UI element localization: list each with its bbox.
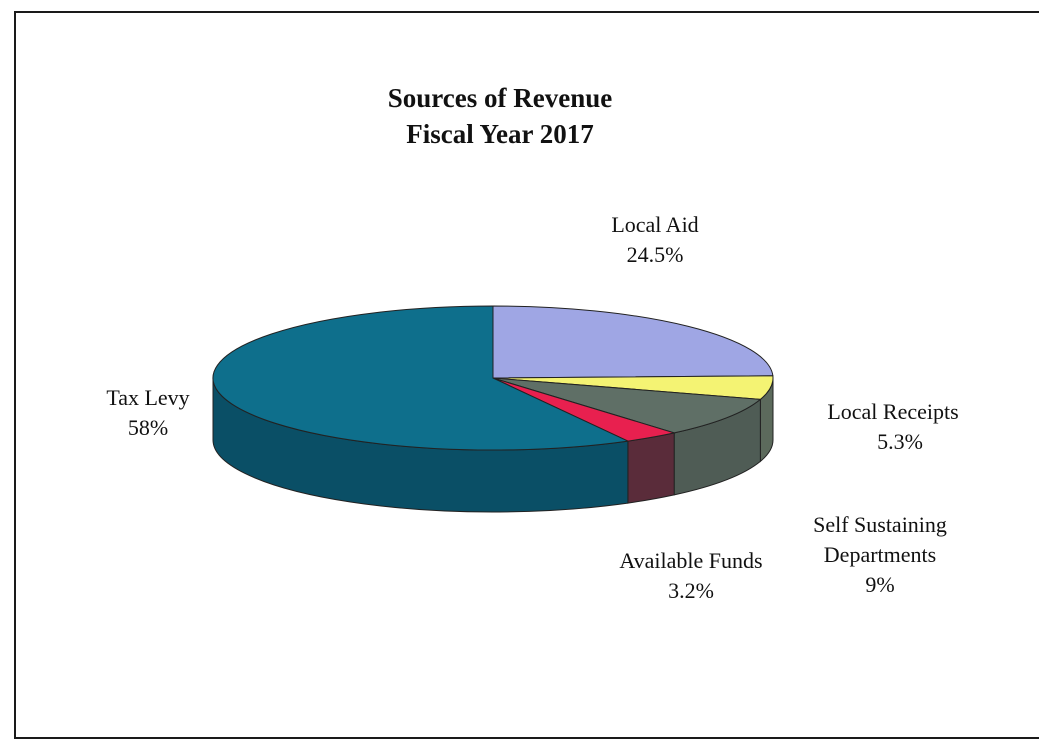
label-available-funds-value: 3.2%	[668, 578, 714, 603]
chart-subtitle: Fiscal Year 2017	[406, 119, 594, 149]
label-local-aid: Local Aid 24.5%	[590, 210, 720, 270]
label-self-sustaining: Self Sustaining Departments 9%	[790, 510, 970, 600]
pie-slice-self-sustaining-departments	[492, 377, 762, 434]
label-self-sustaining-name-1: Self Sustaining	[813, 512, 947, 537]
chart-frame	[14, 11, 1039, 739]
label-self-sustaining-value: 9%	[865, 572, 895, 597]
pie-side-available-funds	[627, 432, 675, 504]
label-local-receipts-name: Local Receipts	[827, 399, 959, 424]
label-available-funds: Available Funds 3.2%	[596, 546, 786, 606]
label-available-funds-name: Available Funds	[619, 548, 763, 573]
label-local-aid-name: Local Aid	[611, 212, 699, 237]
label-tax-levy-name: Tax Levy	[106, 385, 190, 410]
label-local-receipts: Local Receipts 5.3%	[808, 397, 978, 457]
label-local-aid-value: 24.5%	[626, 242, 684, 267]
label-local-receipts-value: 5.3%	[877, 429, 923, 454]
label-self-sustaining-name-2: Departments	[823, 542, 937, 567]
pie-slice-local-aid	[492, 305, 774, 379]
label-tax-levy: Tax Levy 58%	[88, 383, 208, 443]
chart-title: Sources of Revenue	[387, 83, 613, 113]
label-tax-levy-value: 58%	[127, 415, 169, 440]
pie-slice-tax-levy	[212, 305, 630, 451]
